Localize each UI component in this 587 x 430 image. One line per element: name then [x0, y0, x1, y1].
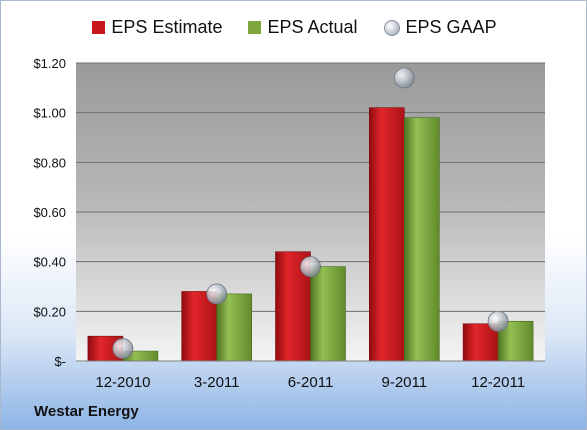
marker-eps-gaap: [206, 283, 228, 305]
marker-eps-gaap: [112, 338, 134, 359]
legend-label-actual: EPS Actual: [267, 17, 358, 37]
y-tick-label: $0.40: [33, 255, 66, 270]
x-tick-label: 6-2011: [288, 374, 334, 391]
legend-swatch-estimate: [92, 21, 106, 34]
bar-eps-actual: [310, 266, 346, 362]
bar-eps-estimate: [368, 107, 405, 362]
company-name: Westar Energy: [34, 403, 139, 420]
x-tick-label: 3-2011: [194, 374, 240, 391]
legend: EPS Estimate EPS Actual EPS GAAP: [1, 17, 586, 38]
legend-swatch-actual: [248, 21, 262, 34]
y-tick-label: $0.20: [33, 304, 66, 319]
x-axis-tick-labels: 12-2010 3-2011 6-2011 9-2011 12-2011: [95, 374, 525, 391]
legend-item-estimate: EPS Estimate: [92, 17, 222, 38]
legend-swatch-gaap: [383, 19, 400, 36]
y-tick-label: $-: [54, 354, 66, 369]
legend-label-gaap: EPS GAAP: [405, 17, 497, 37]
gaap-markers: [112, 67, 509, 359]
legend-label-estimate: EPS Estimate: [111, 17, 223, 37]
marker-eps-gaap: [300, 256, 321, 278]
bar-eps-estimate: [181, 291, 217, 362]
y-axis-tick-labels: $- $0.20 $0.40 $0.60 $0.80 $1.00 $1.20: [33, 56, 66, 369]
x-tick-label: 9-2011: [382, 374, 428, 391]
x-tick-label: 12-2011: [471, 374, 525, 391]
y-tick-label: $1.20: [33, 56, 66, 71]
y-tick-label: $0.80: [33, 155, 66, 170]
x-tick-label: 12-2010: [95, 374, 150, 391]
bar-eps-actual: [216, 293, 252, 362]
bar-eps-actual: [403, 117, 440, 362]
legend-item-gaap: EPS GAAP: [383, 17, 497, 38]
legend-item-actual: EPS Actual: [248, 17, 358, 38]
marker-eps-gaap: [487, 310, 509, 332]
marker-eps-gaap: [393, 67, 415, 89]
y-tick-label: $1.00: [33, 106, 66, 121]
y-tick-label: $0.60: [33, 205, 66, 220]
